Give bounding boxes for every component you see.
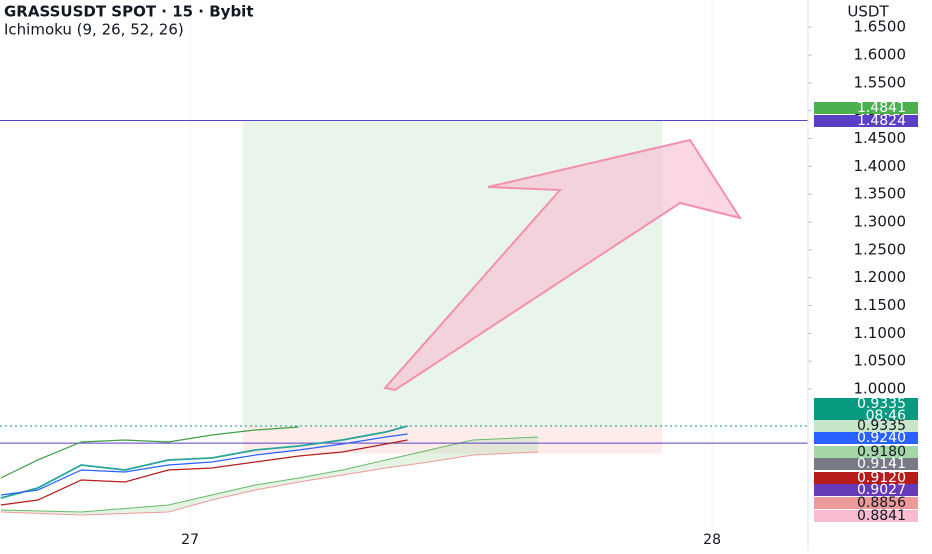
price-badge-label: 0.9240 bbox=[857, 430, 906, 446]
arrow-drawing bbox=[383, 138, 743, 392]
y-tick-label: 1.1500 bbox=[854, 296, 907, 314]
y-tick-label: 1.3500 bbox=[854, 185, 907, 203]
price-badge bbox=[814, 446, 918, 458]
price-badge bbox=[814, 398, 918, 422]
series-line bbox=[0, 433, 408, 496]
price-badge-label: 0.8856 bbox=[857, 495, 906, 511]
price-badge bbox=[814, 458, 918, 470]
price-badge bbox=[814, 420, 918, 432]
y-tick-label: 1.4000 bbox=[854, 157, 907, 175]
price-badge bbox=[814, 484, 918, 496]
price-badge-label: 1.4824 bbox=[857, 113, 906, 129]
price-badge-label: 0.9180 bbox=[857, 444, 906, 460]
symbol-title: GRASSUSDT SPOT · 15 · Bybit bbox=[4, 3, 254, 21]
price-badge-label: 0.9027 bbox=[857, 482, 906, 498]
y-tick-label: 1.3000 bbox=[854, 213, 907, 231]
y-tick-label: 1.4500 bbox=[854, 129, 907, 147]
price-badge-label: 0.9335 bbox=[857, 396, 906, 412]
y-tick-label: 1.2000 bbox=[854, 268, 907, 286]
y-tick-label: 1.6000 bbox=[854, 46, 907, 64]
price-badge bbox=[814, 497, 918, 509]
price-badge bbox=[814, 115, 918, 127]
price-badge-label: 0.8841 bbox=[857, 508, 906, 524]
series-line bbox=[0, 425, 408, 499]
cloud-line bbox=[0, 451, 539, 516]
price-badge bbox=[814, 432, 918, 444]
price-badge-label: 0.9141 bbox=[857, 456, 906, 472]
y-tick-label: 1.0500 bbox=[854, 352, 907, 370]
x-tick-label: 27 bbox=[181, 532, 199, 548]
price-badge bbox=[814, 510, 918, 522]
currency-label: USDT bbox=[847, 3, 889, 21]
x-tick-label: 28 bbox=[703, 532, 721, 548]
indicator-label: Ichimoku (9, 26, 52, 26) bbox=[4, 21, 184, 39]
price-badge bbox=[814, 472, 918, 484]
cloud bbox=[0, 436, 539, 515]
y-tick-label: 1.0000 bbox=[854, 380, 907, 398]
stop-zone bbox=[242, 426, 663, 454]
plot-area bbox=[0, 0, 808, 528]
y-tick-label: 1.1000 bbox=[854, 324, 907, 342]
y-tick-label: 1.5500 bbox=[854, 73, 907, 91]
series-line bbox=[0, 426, 299, 479]
price-badge bbox=[814, 102, 918, 114]
price-badge-label: 0.9120 bbox=[857, 470, 906, 486]
y-tick-label: 1.6500 bbox=[854, 18, 907, 36]
price-badge-label: 1.4841 bbox=[857, 100, 906, 116]
series-line bbox=[0, 439, 408, 506]
y-tick-label: 1.2500 bbox=[854, 240, 907, 258]
cloud-line bbox=[0, 436, 539, 513]
price-badge-label: 0.9335 bbox=[857, 418, 906, 434]
